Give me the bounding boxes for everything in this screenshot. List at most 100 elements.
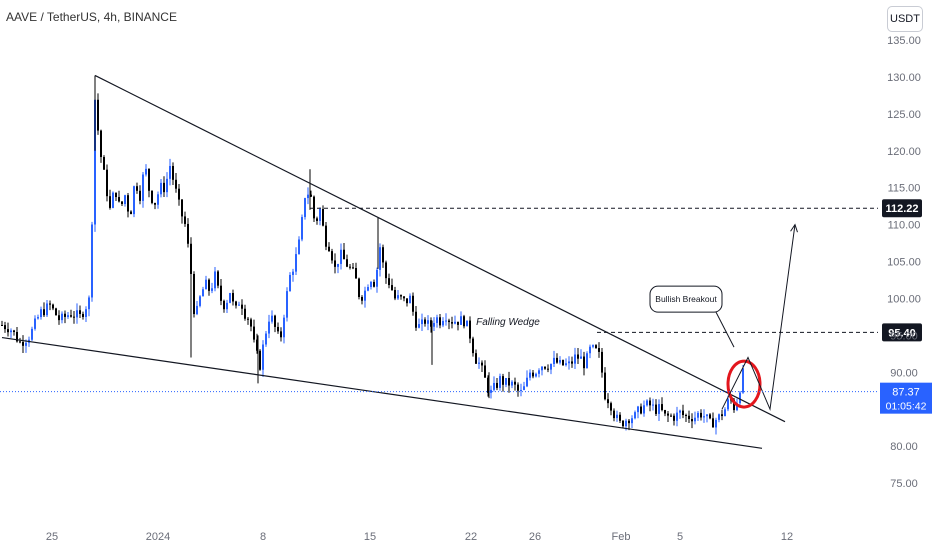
candle-body xyxy=(40,309,42,318)
candle-body xyxy=(652,404,654,406)
price-tick-label: 135.00 xyxy=(887,35,921,47)
candle-body xyxy=(277,326,279,332)
candle-body xyxy=(145,168,147,175)
candle-body xyxy=(94,99,96,225)
candle-body xyxy=(178,188,180,200)
time-tick-label: 26 xyxy=(529,531,541,543)
candle-body xyxy=(535,373,537,377)
candle-body xyxy=(388,278,390,286)
time-tick-label: 12 xyxy=(781,531,793,543)
candle-body xyxy=(655,404,657,414)
candle-body xyxy=(427,320,429,324)
candle-body xyxy=(130,211,132,215)
candle-body xyxy=(217,271,219,286)
candle-body xyxy=(643,405,645,414)
candle-body xyxy=(97,99,99,131)
candle-body xyxy=(307,194,309,199)
candle-body xyxy=(607,399,609,404)
candle-body xyxy=(55,308,57,316)
candle-body xyxy=(127,195,129,212)
candle-body xyxy=(316,218,318,221)
projection-arrowhead xyxy=(790,223,798,233)
candle-body xyxy=(430,320,432,327)
candle-body xyxy=(601,351,603,373)
candle-body xyxy=(712,418,714,428)
candle-body xyxy=(541,366,543,371)
time-tick-label: 5 xyxy=(677,531,683,543)
candle-body xyxy=(61,313,63,321)
candle-body xyxy=(499,376,501,388)
candle-body xyxy=(115,192,117,198)
price-tick-label: 80.00 xyxy=(890,441,918,453)
candle-body xyxy=(139,190,141,201)
candle-body xyxy=(631,418,633,424)
candle-body xyxy=(460,316,462,325)
candle-body xyxy=(109,196,111,208)
time-tick-label: 15 xyxy=(364,531,376,543)
candle-body xyxy=(553,357,555,365)
candle-body xyxy=(52,304,54,309)
candle-body xyxy=(673,415,675,421)
price-axis[interactable]: 135.00 130.00 125.00 120.00 115.00 110.00 105.… xyxy=(887,35,921,490)
candle-body xyxy=(469,320,471,339)
candle-body xyxy=(670,415,672,417)
candle-body xyxy=(700,412,702,418)
candle-body xyxy=(481,362,483,366)
candle-body xyxy=(550,364,552,370)
drawings: Falling Wedge Bullish Breakout xyxy=(1,74,798,449)
candle-body xyxy=(562,360,564,366)
candle-body xyxy=(658,404,660,414)
candle-body xyxy=(208,279,210,291)
level-tag xyxy=(882,199,922,218)
candle-body xyxy=(667,413,669,416)
candle-body xyxy=(379,247,381,270)
candle-body xyxy=(67,315,69,317)
candle-body xyxy=(724,409,726,417)
candle-body xyxy=(19,341,21,343)
candle-body xyxy=(646,400,648,406)
candle-body xyxy=(409,295,411,304)
candle-body xyxy=(133,186,135,215)
candle-body xyxy=(391,285,393,291)
candle-body xyxy=(478,362,480,364)
candle-body xyxy=(259,350,261,370)
candle-body xyxy=(421,319,423,325)
candle-body xyxy=(445,320,447,322)
candle-body xyxy=(358,278,360,297)
candle-body xyxy=(589,346,591,354)
candle-body xyxy=(343,249,345,260)
time-axis[interactable]: 25 2024 8 15 22 26 Feb 5 12 xyxy=(46,531,793,543)
candle-body xyxy=(166,178,168,193)
candle-body xyxy=(301,217,303,240)
candle-body xyxy=(406,298,408,304)
price-tick-label: 110.00 xyxy=(888,220,921,232)
candle-body xyxy=(604,372,606,400)
candle-body xyxy=(493,382,495,390)
candle-body xyxy=(202,289,204,297)
candle-body xyxy=(124,195,126,204)
candle-body xyxy=(649,400,651,406)
candle-body xyxy=(682,410,684,416)
candle-body xyxy=(37,317,39,319)
candle-body xyxy=(157,194,159,205)
candle-body xyxy=(361,296,363,301)
candle-body xyxy=(238,304,240,306)
candle-body xyxy=(121,201,123,204)
candle-body xyxy=(472,338,474,354)
candle-body xyxy=(634,412,636,419)
candle-body xyxy=(298,239,300,255)
candle-body xyxy=(91,224,93,298)
candle-body xyxy=(289,274,291,292)
price-tick-label: 95.00 xyxy=(890,330,918,342)
candle-body xyxy=(622,420,624,427)
candle-body xyxy=(637,406,639,413)
candle-body xyxy=(280,331,282,338)
currency-button[interactable]: USDT xyxy=(887,6,923,32)
candle-body xyxy=(373,281,375,287)
candle-body xyxy=(502,376,504,385)
candle-body xyxy=(34,318,36,329)
candle-body xyxy=(151,190,153,203)
candle-body xyxy=(175,179,177,189)
candle-body xyxy=(376,269,378,287)
